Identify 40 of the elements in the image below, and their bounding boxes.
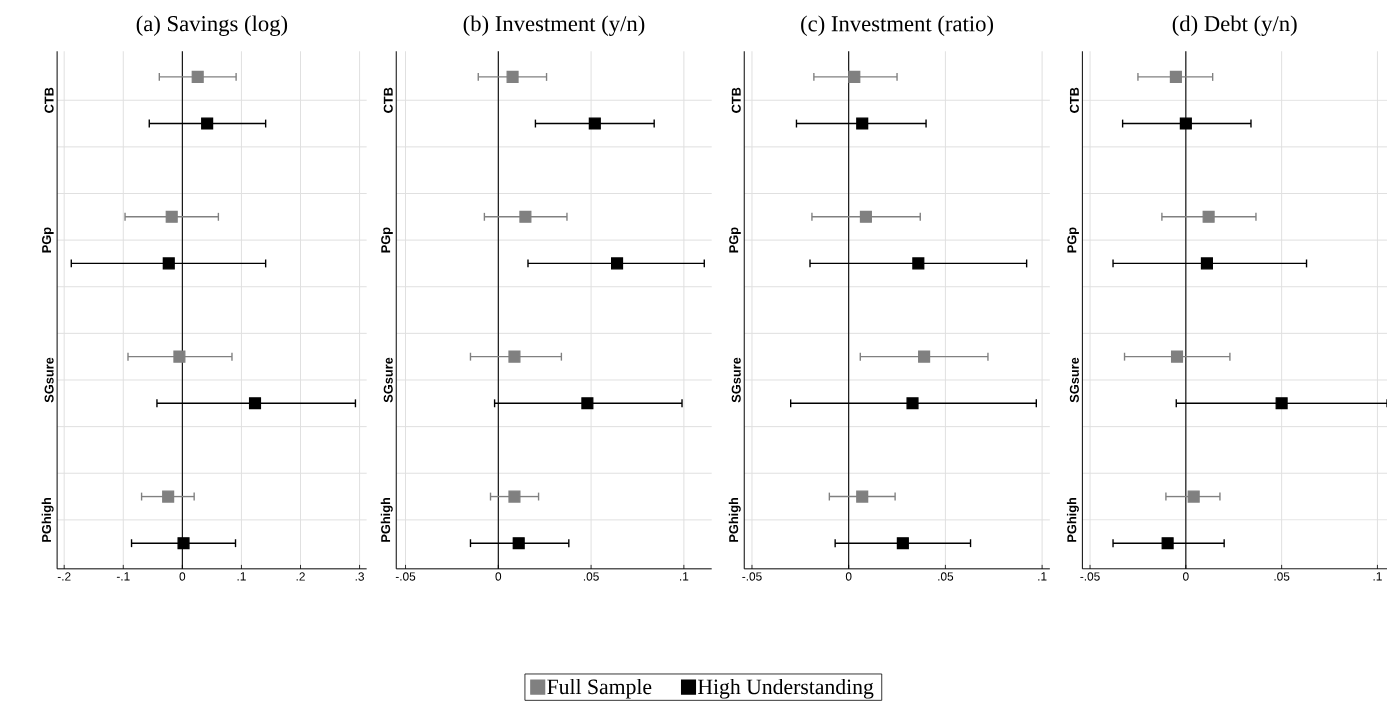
chart-title: (c) Investment (ratio) <box>801 15 994 37</box>
y-tick-label: PGp <box>729 227 741 253</box>
x-tick-label: -.05 <box>742 572 762 581</box>
y-tick-label: SGsure <box>44 357 54 403</box>
x-tick-label: .05 <box>1274 572 1290 581</box>
x-tick-label: 0 <box>495 572 502 581</box>
y-tick-label: CTB <box>1069 87 1079 113</box>
y-tick-label: SGsure <box>383 357 393 403</box>
x-tick-label: .1 <box>237 572 246 581</box>
x-tick-label: -.2 <box>57 572 71 581</box>
x-tick-label: -.1 <box>116 572 130 581</box>
y-tick-label: PGhigh <box>728 497 741 542</box>
x-tick-label: 0 <box>179 572 186 581</box>
y-tick-label: SGsure <box>731 357 741 403</box>
y-tick-label: PGhigh <box>1066 497 1079 542</box>
x-tick-label: .1 <box>1373 572 1382 581</box>
y-tick-label: PGp <box>42 227 54 253</box>
y-tick-label: PGhigh <box>41 497 54 542</box>
y-tick-label: SGsure <box>1069 357 1079 403</box>
y-tick-label: CTB <box>383 87 393 113</box>
x-tick-label: .1 <box>680 572 689 581</box>
chart-title: (d) Debt (y/n) <box>1172 15 1297 37</box>
legend-label: High Understanding <box>698 679 874 699</box>
y-tick-label: PGp <box>1067 227 1079 253</box>
x-tick-label: .3 <box>355 572 364 581</box>
legend-label: Full Sample <box>547 679 652 699</box>
x-tick-label: .05 <box>583 572 599 581</box>
y-tick-label: CTB <box>44 87 54 113</box>
chart-title: (b) Investment (y/n) <box>463 15 645 37</box>
y-tick-label: PGhigh <box>380 497 393 542</box>
y-tick-label: CTB <box>731 87 741 113</box>
x-tick-label: -.05 <box>1080 572 1100 581</box>
x-tick-label: 0 <box>845 572 852 581</box>
x-tick-label: 0 <box>1183 572 1189 581</box>
chart-title: (a) Savings (log) <box>136 15 288 37</box>
y-tick-label: PGp <box>381 227 393 253</box>
x-tick-label: .05 <box>938 572 954 581</box>
x-tick-label: .2 <box>296 572 305 581</box>
x-tick-label: .1 <box>1038 572 1047 581</box>
x-tick-label: -.05 <box>395 572 416 581</box>
